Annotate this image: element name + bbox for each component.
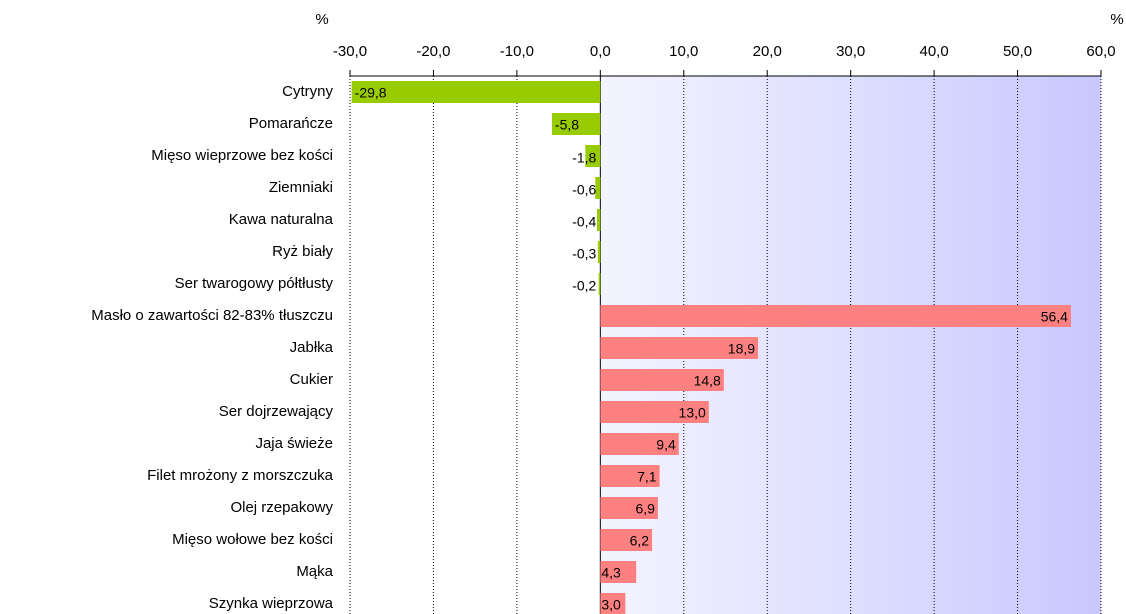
value-label: 13,0 xyxy=(679,405,706,421)
category-label: Mięso wieprzowe bez kości xyxy=(151,147,333,164)
bar xyxy=(598,273,601,295)
x-tick-label: -30,0 xyxy=(333,43,367,60)
category-label: Masło o zawartości 82-83% tłuszczu xyxy=(91,307,333,324)
bar xyxy=(595,177,601,199)
value-label: 3,0 xyxy=(601,597,621,613)
category-label: Cytryny xyxy=(282,83,333,100)
x-axis-unit: % xyxy=(315,11,328,28)
category-label: Ryż biały xyxy=(272,243,333,260)
x-tick-label: 0,0 xyxy=(590,43,611,60)
value-label: 7,1 xyxy=(637,469,657,485)
value-label: 9,4 xyxy=(656,437,676,453)
value-label: 56,4 xyxy=(1041,309,1068,325)
bar xyxy=(351,81,601,103)
value-label: 18,9 xyxy=(728,341,755,357)
value-label: -0,3 xyxy=(572,246,596,262)
value-label: 6,9 xyxy=(635,501,655,517)
x-tick-label: 50,0 xyxy=(1003,43,1032,60)
value-label: -5,8 xyxy=(555,117,579,133)
x-tick-label: -20,0 xyxy=(416,43,450,60)
bar xyxy=(600,369,724,391)
value-label: -1,8 xyxy=(572,150,596,166)
value-label: 14,8 xyxy=(694,373,721,389)
bar xyxy=(600,337,759,359)
bar xyxy=(600,561,637,583)
category-label: Ziemniaki xyxy=(269,179,333,196)
x-tick-label: 40,0 xyxy=(920,43,949,60)
category-label: Jaja świeże xyxy=(255,435,333,452)
bar xyxy=(596,209,601,231)
bar xyxy=(600,465,660,487)
category-label: Ser twarogowy półtłusty xyxy=(175,275,334,292)
category-label: Filet mrożony z morszczuka xyxy=(147,467,334,484)
bar xyxy=(600,305,1071,327)
value-label: 6,2 xyxy=(630,533,650,549)
value-label: 4,3 xyxy=(601,565,621,581)
bar xyxy=(600,433,679,455)
bar xyxy=(600,529,653,551)
bar xyxy=(597,241,601,263)
x-tick-label: 10,0 xyxy=(669,43,698,60)
category-label: Mięso wołowe bez kości xyxy=(172,531,333,548)
x-tick-label: 20,0 xyxy=(753,43,782,60)
bar xyxy=(600,401,709,423)
category-label: Jabłka xyxy=(290,339,334,356)
bar xyxy=(600,593,626,614)
category-label: Ser dojrzewający xyxy=(219,403,334,420)
x-axis-unit: % xyxy=(1110,11,1123,28)
value-label: -0,2 xyxy=(572,278,596,294)
category-label: Kawa naturalna xyxy=(229,211,334,228)
x-tick-label: 30,0 xyxy=(836,43,865,60)
bar xyxy=(551,113,601,135)
x-tick-label: 60,0 xyxy=(1086,43,1115,60)
x-tick-label: -10,0 xyxy=(500,43,534,60)
category-label: Szynka wieprzowa xyxy=(209,595,334,612)
value-label: -29,8 xyxy=(355,85,387,101)
bar xyxy=(585,145,601,167)
category-label: Pomarańcze xyxy=(249,115,333,132)
category-label: Cukier xyxy=(290,371,333,388)
value-label: -0,4 xyxy=(572,214,596,230)
category-label: Olej rzepakowy xyxy=(230,499,333,516)
bar xyxy=(600,497,658,519)
value-label: -0,6 xyxy=(572,182,596,198)
category-label: Mąka xyxy=(296,563,333,580)
